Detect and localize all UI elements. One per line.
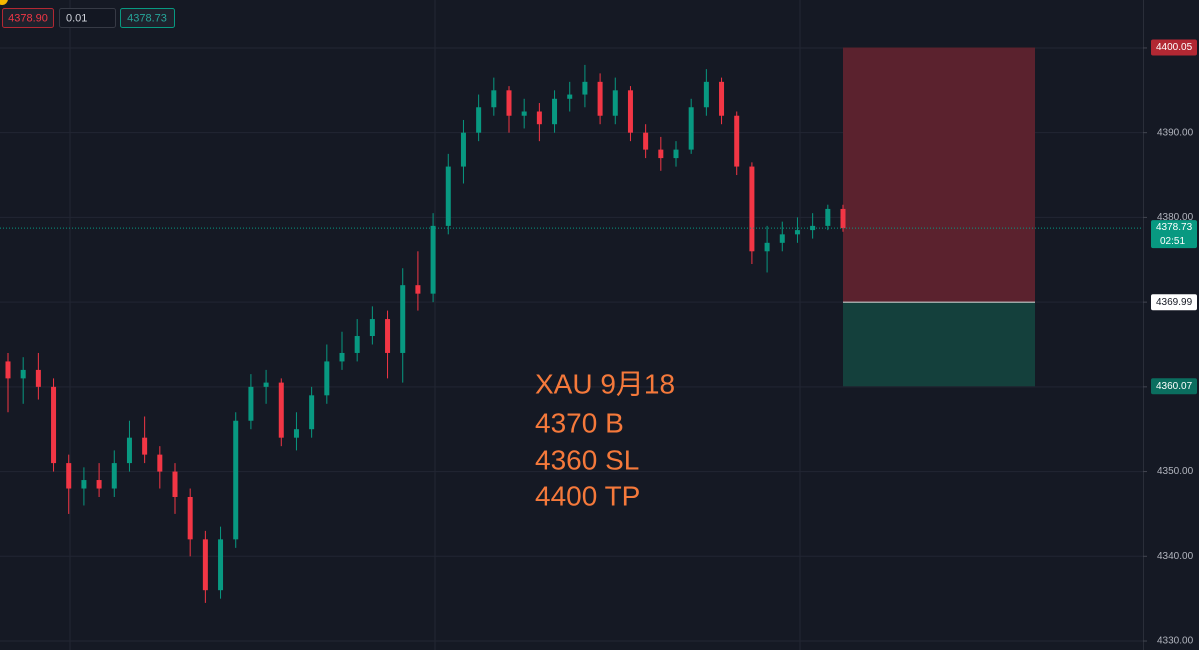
stop-zone [843,47,1035,303]
candle-body [582,81,588,95]
candle-body [96,480,102,489]
candle-body [324,361,330,396]
candle-body [400,285,406,353]
y-tick-label: 4350.00 [1157,466,1194,477]
candle-body [825,208,831,226]
target-zone [843,302,1035,387]
candle-body [521,111,527,116]
candle-body [20,369,26,379]
candle-body [293,429,299,438]
candles [5,64,846,603]
candle-body [202,539,208,591]
candle-body [764,242,770,252]
price-badge [1151,378,1197,395]
sell-price: 4378.90 [8,12,48,24]
candle-body [779,234,785,243]
candle-body [749,166,755,252]
candle-body [567,94,573,99]
candle-body [354,336,360,353]
candle-body [688,107,694,150]
annotations: XAU 9月18 4370 B 4360 SL 4400 TP [535,368,675,511]
overlay: 4378.73 02:51 4400.05 4369.99 4360.07 [0,39,1197,395]
price-badge-label: 4369.99 [1156,297,1193,308]
y-tick-label: 4390.00 [1157,127,1194,138]
sell-button[interactable] [2,8,54,28]
candle-body [339,352,345,362]
candle-body [111,463,117,489]
candle-body [840,208,846,229]
annotation: 4360 SL [535,444,639,475]
candle-body [81,480,87,489]
candle-body [248,386,254,421]
candle-body [415,285,421,294]
candle-body [430,225,436,294]
candle-body [536,111,542,125]
countdown: 02:51 [1160,236,1185,247]
candle-body [506,90,512,116]
candle-body [126,437,132,464]
candle-body [552,98,558,125]
candle-body [309,395,315,430]
quantity-input[interactable] [59,8,116,28]
candle-body [643,132,649,150]
price-badge-label: 4360.07 [1156,381,1193,392]
quantity: 0.01 [66,12,87,24]
candle-body [51,386,57,464]
candle-body [5,361,11,379]
y-tick-label: 4330.00 [1157,636,1194,647]
candle-body [658,149,664,159]
candle-body [278,382,284,438]
candle-body [35,369,41,387]
position-tool [843,47,1035,387]
candle-body [445,166,451,226]
current-price-label: 4378.73 [1156,222,1193,233]
candle-body [369,319,375,337]
candle-body [734,115,740,167]
candle-body [218,539,224,591]
candle-body [187,496,193,540]
candle-body [460,132,466,167]
candle-body [142,437,148,455]
candle-body [810,225,816,231]
y-tick-label: 4340.00 [1157,551,1194,562]
candle-body [263,382,269,387]
price-badge [1151,294,1197,311]
candle-body [476,107,482,133]
buy-price: 4378.73 [127,12,167,24]
candle-body [233,420,239,540]
candle-body [385,319,391,353]
candle-body [703,81,709,108]
annotation: 4370 B [535,407,624,438]
price-badge-label: 4400.05 [1156,42,1193,53]
candle-body [172,471,178,497]
candle-body [157,454,163,472]
vertical-grid [69,0,801,650]
candle-body [673,149,679,159]
symbol-icon [0,0,8,5]
candle-body [597,81,603,116]
candle-body [794,230,800,235]
current-price-badge [1151,220,1197,249]
annotation: 4400 TP [535,480,640,511]
candle-body [719,81,725,116]
candle-body [612,90,618,116]
candle-body [66,463,72,489]
annotation: XAU 9月18 [535,368,675,399]
candle-body [627,90,633,133]
toolbar: 4378.90 0.01 4378.73 [0,0,175,28]
price-badge [1151,39,1197,56]
candle-body [491,90,497,108]
buy-button[interactable] [120,8,175,28]
y-tick-label: 4380.00 [1157,212,1194,223]
